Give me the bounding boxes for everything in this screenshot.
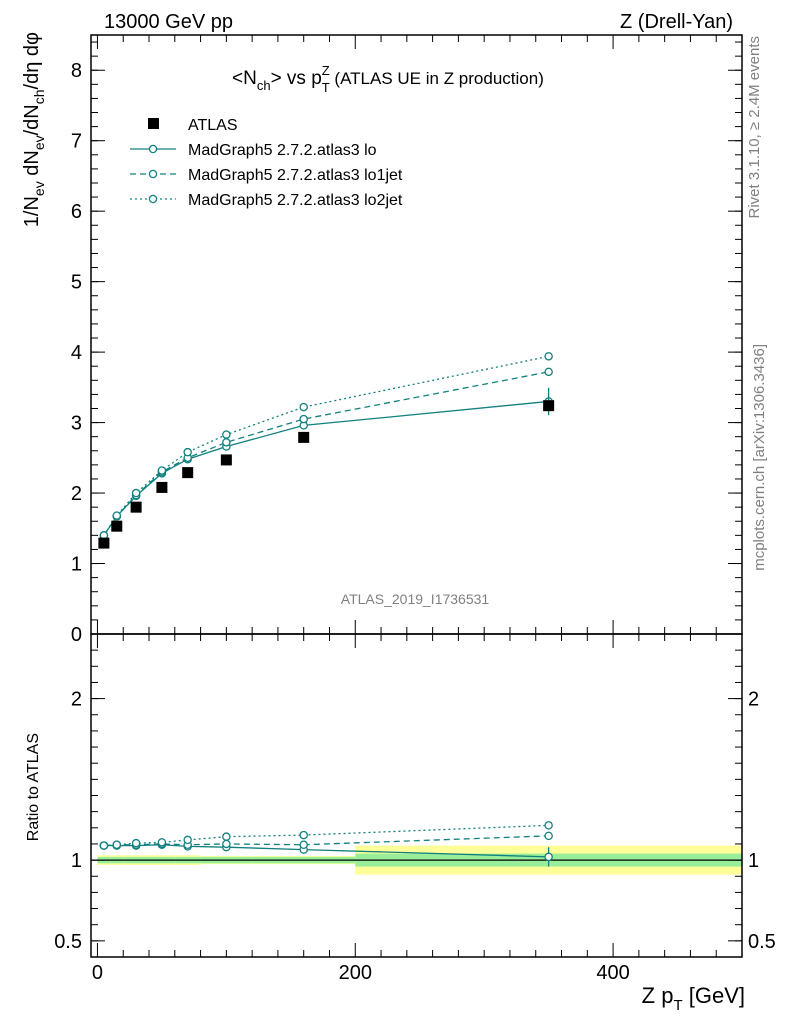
ratio-series-marker [131,838,141,848]
series-line [103,400,549,536]
rivet-version-label: Rivet 3.1.10, ≥ 2.4M events [746,36,763,219]
ratio-border [90,633,743,958]
legend-marker [148,144,158,154]
x-axis-label: Z pT [GeV] [642,983,745,1014]
reference-marker [156,481,168,493]
y-axis-label: 1/Nev dNev/dNch/dη dφ [21,32,47,227]
series-marker [183,447,192,457]
y-tick-label: 2 [71,483,82,505]
series-marker [112,511,122,520]
ratio-y-tick-label: 1 [71,850,82,872]
legend-label: MadGraph5 2.7.2.atlas3 lo [188,142,377,159]
y-tick-label: 5 [71,272,82,294]
header-right-label: Z (Drell-Yan) [620,11,733,33]
series-line [103,355,549,536]
series-marker [222,438,231,447]
ratio-series-marker [183,835,192,845]
ratio-series [99,821,553,867]
legend-marker [148,194,158,204]
ratio-y-tick-label: 0.5 [54,931,82,953]
y-tick-label: 0 [71,624,82,646]
ratio-series-marker [544,831,553,841]
ratio-series-marker [222,839,231,849]
legend-reference-marker [148,118,159,129]
series-marker [222,430,231,439]
x-tick-label: 400 [596,962,629,984]
chart-title: <Nch> vs pTZ (ATLAS UE in Z production) [232,63,544,95]
series-marker [299,402,308,412]
legend-label: ATLAS [188,117,238,134]
reference-marker [182,467,194,479]
ratio-y-tick-label: 2 [71,689,82,711]
reference-marker [130,501,142,513]
reference-marker [543,400,555,412]
x-tick-label: 200 [339,962,372,984]
ratio-series-marker [299,830,308,840]
ratio-series-marker [544,821,553,830]
ratio-series-marker [222,832,231,841]
legend-label: MadGraph5 2.7.2.atlas3 lo1jet [188,167,403,184]
ratio-series-marker [544,852,553,862]
series-marker [157,466,167,475]
series-line [103,371,549,536]
ratio-series-marker [112,840,122,850]
main-plot-frame: 0 1 2 3 4 5 6 7 8 [71,34,743,646]
legend-label: MadGraph5 2.7.2.atlas3 lo2jet [188,192,403,209]
mcplots-label: mcplots.cern.ch [arXiv:1306.3436] [751,344,768,571]
y-tick-label: 6 [71,201,82,223]
ratio-y-tick-label-right: 2 [748,689,759,711]
series-marker [299,414,308,424]
series-marker [131,488,141,498]
ratio-series-line [103,835,549,847]
legend-marker [148,169,158,179]
ratio-series-line [103,824,549,847]
ratio-y-tick-label-right: 0.5 [748,931,776,953]
y-tick-label: 1 [71,554,82,576]
ratio-y-axis-label: Ratio to ATLAS [25,733,42,841]
ratio-series-marker [99,841,109,850]
series-marker [544,352,553,361]
main-series [98,352,555,549]
series-marker [544,367,553,377]
analysis-watermark: ATLAS_2019_I1736531 [341,591,490,607]
reference-marker [98,537,110,549]
ratio-y-tick-label-right: 1 [748,850,759,872]
reference-marker [111,520,123,532]
legend: ATLAS MadGraph5 2.7.2.atlas3 lo MadGraph5 … [130,117,403,209]
ratio-series-marker [157,838,167,847]
y-tick-label: 4 [71,342,82,364]
ratio-plot-frame: 0.5 0.5 1 1 2 2 0 200 400 [54,633,776,984]
x-tick-label: 0 [92,962,103,984]
y-tick-label: 7 [71,131,82,153]
header-left-label: 13000 GeV pp [104,11,233,33]
ratio-series-marker [299,840,308,850]
y-tick-label: 3 [71,413,82,435]
reference-marker [220,454,232,466]
y-tick-label: 8 [71,60,82,82]
reference-marker [298,431,310,443]
